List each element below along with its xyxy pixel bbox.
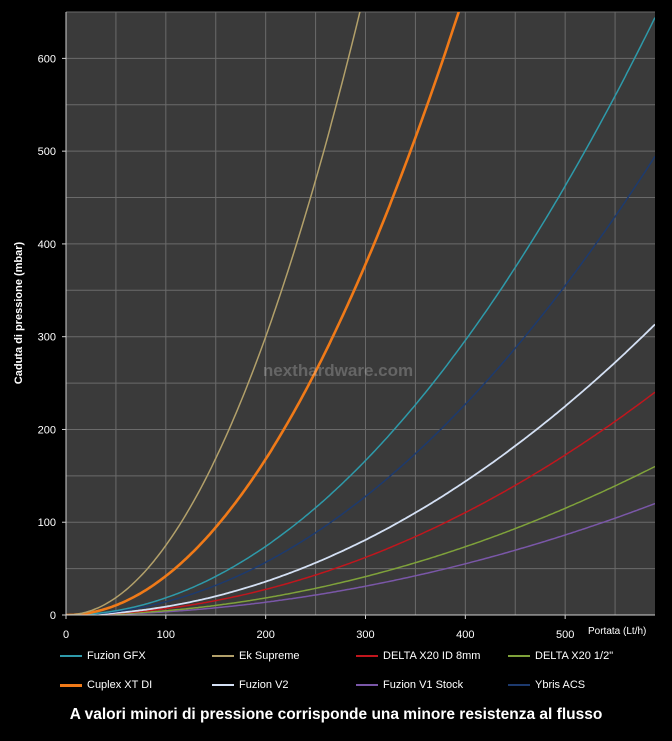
x-tick-label: 300 [356,629,374,641]
legend-item-ek-supreme: Ek Supreme [212,650,300,662]
y-tick-label: 600 [38,53,56,65]
series-line-delta-x20-1-2 [66,465,655,615]
legend-swatch [508,655,530,657]
x-tick-label: 500 [556,629,574,641]
y-tick-label: 100 [38,517,56,529]
series-layer [66,12,655,615]
legend-swatch [60,655,82,657]
watermark: nexthardware.com [263,361,413,380]
caption: A valori minori di pressione corrisponde… [69,706,603,723]
y-tick-label: 0 [50,610,56,622]
legend-item-fuzion-gfx: Fuzion GFX [60,650,146,662]
legend-item-delta-x20-id-8mm: DELTA X20 ID 8mm [356,650,480,662]
series-line-fuzion-gfx [66,17,655,615]
y-tick-label: 200 [38,424,56,436]
legend-swatch [356,655,378,657]
series-line-fuzion-v1-stock [66,502,655,615]
series-line-cuplex-xt-di [66,12,461,615]
x-tick-label: 400 [456,629,474,641]
series-line-ybris-acs [66,155,655,615]
y-tick-label: 500 [38,146,56,158]
legend-item-cuplex-xt-di: Cuplex XT DI [60,679,152,691]
legend-item-ybris-acs: Ybris ACS [508,679,585,691]
x-tick-label: 100 [157,629,175,641]
legend-label: DELTA X20 ID 8mm [383,650,481,662]
y-axis-label: Caduta di pressione (mbar) [13,241,25,384]
legend-label: Fuzion V1 Stock [383,679,464,691]
legend-swatch [356,684,378,686]
series-line-fuzion-v2 [66,323,655,615]
y-tick-label: 400 [38,239,56,251]
legend-item-fuzion-v1-stock: Fuzion V1 Stock [356,679,463,691]
x-tick-label: 0 [63,629,69,641]
legend: Fuzion GFX Ek Supreme DELTA X20 ID 8mm D… [0,648,672,702]
series-line-delta-x20-id-8mm [66,391,655,615]
legend-swatch [60,683,82,687]
legend-item-delta-x20-half-inch: DELTA X20 1/2" [508,650,613,662]
legend-label: Ek Supreme [239,650,300,662]
legend-label: Fuzion V2 [239,679,289,691]
series-line-ek-supreme [66,12,361,615]
legend-item-fuzion-v2: Fuzion V2 [212,679,289,691]
legend-swatch [508,684,530,686]
y-tick-label: 300 [38,332,56,344]
legend-label: DELTA X20 1/2" [535,650,614,662]
plot-area [66,12,655,615]
legend-label: Cuplex XT DI [87,679,153,691]
legend-label: Ybris ACS [535,679,586,691]
chart: nexthardware.com 0 100 200 300 400 500 0 100 200… [13,11,655,641]
legend-swatch [212,655,234,657]
legend-swatch [212,684,234,686]
x-tick-label: 200 [256,629,274,641]
legend-label: Fuzion GFX [87,650,146,662]
x-axis-label: Portata (Lt/h) [588,626,646,637]
tick-layer: 0 100 200 300 400 500 0 100 200 300 400 500 600 [38,53,575,641]
grid [66,11,655,615]
